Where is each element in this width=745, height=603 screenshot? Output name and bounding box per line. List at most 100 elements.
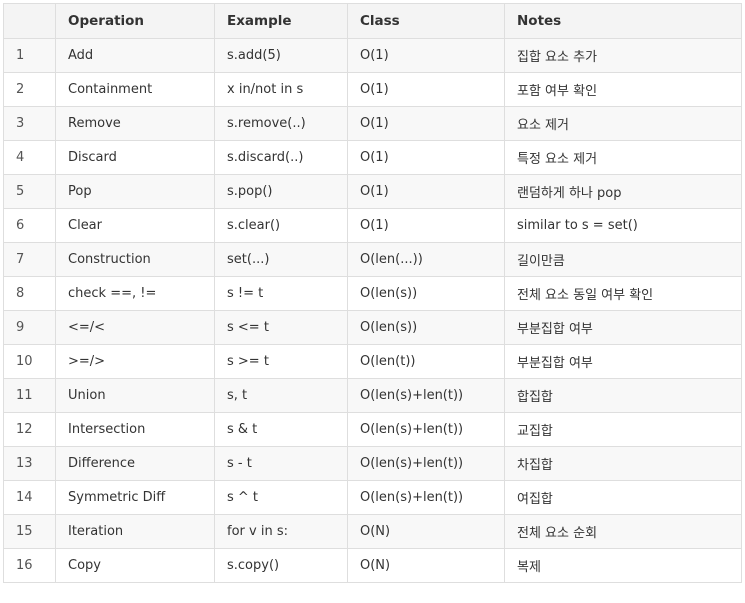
class-cell: O(len(s)+len(t)) xyxy=(347,446,505,481)
header-notes: Notes xyxy=(504,3,742,39)
example-cell: s & t xyxy=(214,412,348,447)
class-cell: O(1) xyxy=(347,106,505,141)
table-row: 3 Remove s.remove(..) O(1) 요소 제거 xyxy=(3,106,742,141)
row-index: 2 xyxy=(3,72,56,107)
header-operation: Operation xyxy=(55,3,215,39)
class-cell: O(N) xyxy=(347,548,505,583)
table-row: 1 Add s.add(5) O(1) 집합 요소 추가 xyxy=(3,38,742,73)
table-row: 12 Intersection s & t O(len(s)+len(t)) 교집합 xyxy=(3,412,742,447)
operation-cell: Intersection xyxy=(55,412,215,447)
notes-cell: 차집합 xyxy=(504,446,742,481)
row-index: 8 xyxy=(3,276,56,311)
example-cell: s != t xyxy=(214,276,348,311)
class-cell: O(1) xyxy=(347,38,505,73)
notes-cell: 랜덤하게 하나 pop xyxy=(504,174,742,209)
operation-cell: >=/> xyxy=(55,344,215,379)
row-index: 4 xyxy=(3,140,56,175)
notes-cell: 포함 여부 확인 xyxy=(504,72,742,107)
header-class: Class xyxy=(347,3,505,39)
example-cell: for v in s: xyxy=(214,514,348,549)
header-row: Operation Example Class Notes xyxy=(3,3,742,39)
operation-cell: check ==, != xyxy=(55,276,215,311)
table-row: 11 Union s, t O(len(s)+len(t)) 합집합 xyxy=(3,378,742,413)
row-index: 13 xyxy=(3,446,56,481)
class-cell: O(len(s)) xyxy=(347,276,505,311)
operation-cell: Construction xyxy=(55,242,215,277)
notes-cell: similar to s = set() xyxy=(504,208,742,243)
example-cell: s <= t xyxy=(214,310,348,345)
table-header: Operation Example Class Notes xyxy=(3,3,742,39)
notes-cell: 여집합 xyxy=(504,480,742,515)
notes-cell: 요소 제거 xyxy=(504,106,742,141)
operation-cell: Symmetric Diff xyxy=(55,480,215,515)
row-index: 15 xyxy=(3,514,56,549)
table-row: 15 Iteration for v in s: O(N) 전체 요소 순회 xyxy=(3,514,742,549)
class-cell: O(len(...)) xyxy=(347,242,505,277)
operation-cell: Clear xyxy=(55,208,215,243)
class-cell: O(N) xyxy=(347,514,505,549)
row-index: 12 xyxy=(3,412,56,447)
operation-cell: Iteration xyxy=(55,514,215,549)
class-cell: O(len(t)) xyxy=(347,344,505,379)
operation-cell: Pop xyxy=(55,174,215,209)
class-cell: O(len(s)+len(t)) xyxy=(347,378,505,413)
example-cell: s >= t xyxy=(214,344,348,379)
set-operations-table: Operation Example Class Notes 1 Add s.add(… xyxy=(3,3,742,583)
class-cell: O(len(s)+len(t)) xyxy=(347,412,505,447)
row-index: 14 xyxy=(3,480,56,515)
table-row: 8 check ==, != s != t O(len(s)) 전체 요소 동일 여부 … xyxy=(3,276,742,311)
class-cell: O(len(s)+len(t)) xyxy=(347,480,505,515)
example-cell: set(...) xyxy=(214,242,348,277)
table-row: 2 Containment x in/not in s O(1) 포함 여부 확인 xyxy=(3,72,742,107)
row-index: 7 xyxy=(3,242,56,277)
operation-cell: Difference xyxy=(55,446,215,481)
operation-cell: Discard xyxy=(55,140,215,175)
notes-cell: 부분집합 여부 xyxy=(504,344,742,379)
example-cell: s.clear() xyxy=(214,208,348,243)
operation-cell: Union xyxy=(55,378,215,413)
notes-cell: 전체 요소 순회 xyxy=(504,514,742,549)
class-cell: O(len(s)) xyxy=(347,310,505,345)
header-index xyxy=(3,3,56,39)
notes-cell: 길이만큼 xyxy=(504,242,742,277)
table-row: 7 Construction set(...) O(len(...)) 길이만큼 xyxy=(3,242,742,277)
operation-cell: Add xyxy=(55,38,215,73)
example-cell: s, t xyxy=(214,378,348,413)
row-index: 3 xyxy=(3,106,56,141)
table-row: 4 Discard s.discard(..) O(1) 특정 요소 제거 xyxy=(3,140,742,175)
example-cell: s.copy() xyxy=(214,548,348,583)
notes-cell: 교집합 xyxy=(504,412,742,447)
table-row: 5 Pop s.pop() O(1) 랜덤하게 하나 pop xyxy=(3,174,742,209)
class-cell: O(1) xyxy=(347,174,505,209)
table-row: 10 >=/> s >= t O(len(t)) 부분집합 여부 xyxy=(3,344,742,379)
row-index: 1 xyxy=(3,38,56,73)
table-row: 14 Symmetric Diff s ^ t O(len(s)+len(t)) 여집합 xyxy=(3,480,742,515)
table-row: 9 <=/< s <= t O(len(s)) 부분집합 여부 xyxy=(3,310,742,345)
operation-cell: Copy xyxy=(55,548,215,583)
class-cell: O(1) xyxy=(347,72,505,107)
row-index: 5 xyxy=(3,174,56,209)
class-cell: O(1) xyxy=(347,208,505,243)
notes-cell: 전체 요소 동일 여부 확인 xyxy=(504,276,742,311)
example-cell: s.remove(..) xyxy=(214,106,348,141)
notes-cell: 부분집합 여부 xyxy=(504,310,742,345)
notes-cell: 특정 요소 제거 xyxy=(504,140,742,175)
example-cell: s.pop() xyxy=(214,174,348,209)
row-index: 16 xyxy=(3,548,56,583)
row-index: 6 xyxy=(3,208,56,243)
row-index: 9 xyxy=(3,310,56,345)
table-row: 13 Difference s - t O(len(s)+len(t)) 차집합 xyxy=(3,446,742,481)
row-index: 11 xyxy=(3,378,56,413)
header-example: Example xyxy=(214,3,348,39)
table-row: 6 Clear s.clear() O(1) similar to s = set() xyxy=(3,208,742,243)
example-cell: s ^ t xyxy=(214,480,348,515)
operation-cell: Containment xyxy=(55,72,215,107)
example-cell: s.add(5) xyxy=(214,38,348,73)
notes-cell: 합집합 xyxy=(504,378,742,413)
notes-cell: 집합 요소 추가 xyxy=(504,38,742,73)
table-row: 16 Copy s.copy() O(N) 복제 xyxy=(3,548,742,583)
notes-cell: 복제 xyxy=(504,548,742,583)
example-cell: x in/not in s xyxy=(214,72,348,107)
row-index: 10 xyxy=(3,344,56,379)
